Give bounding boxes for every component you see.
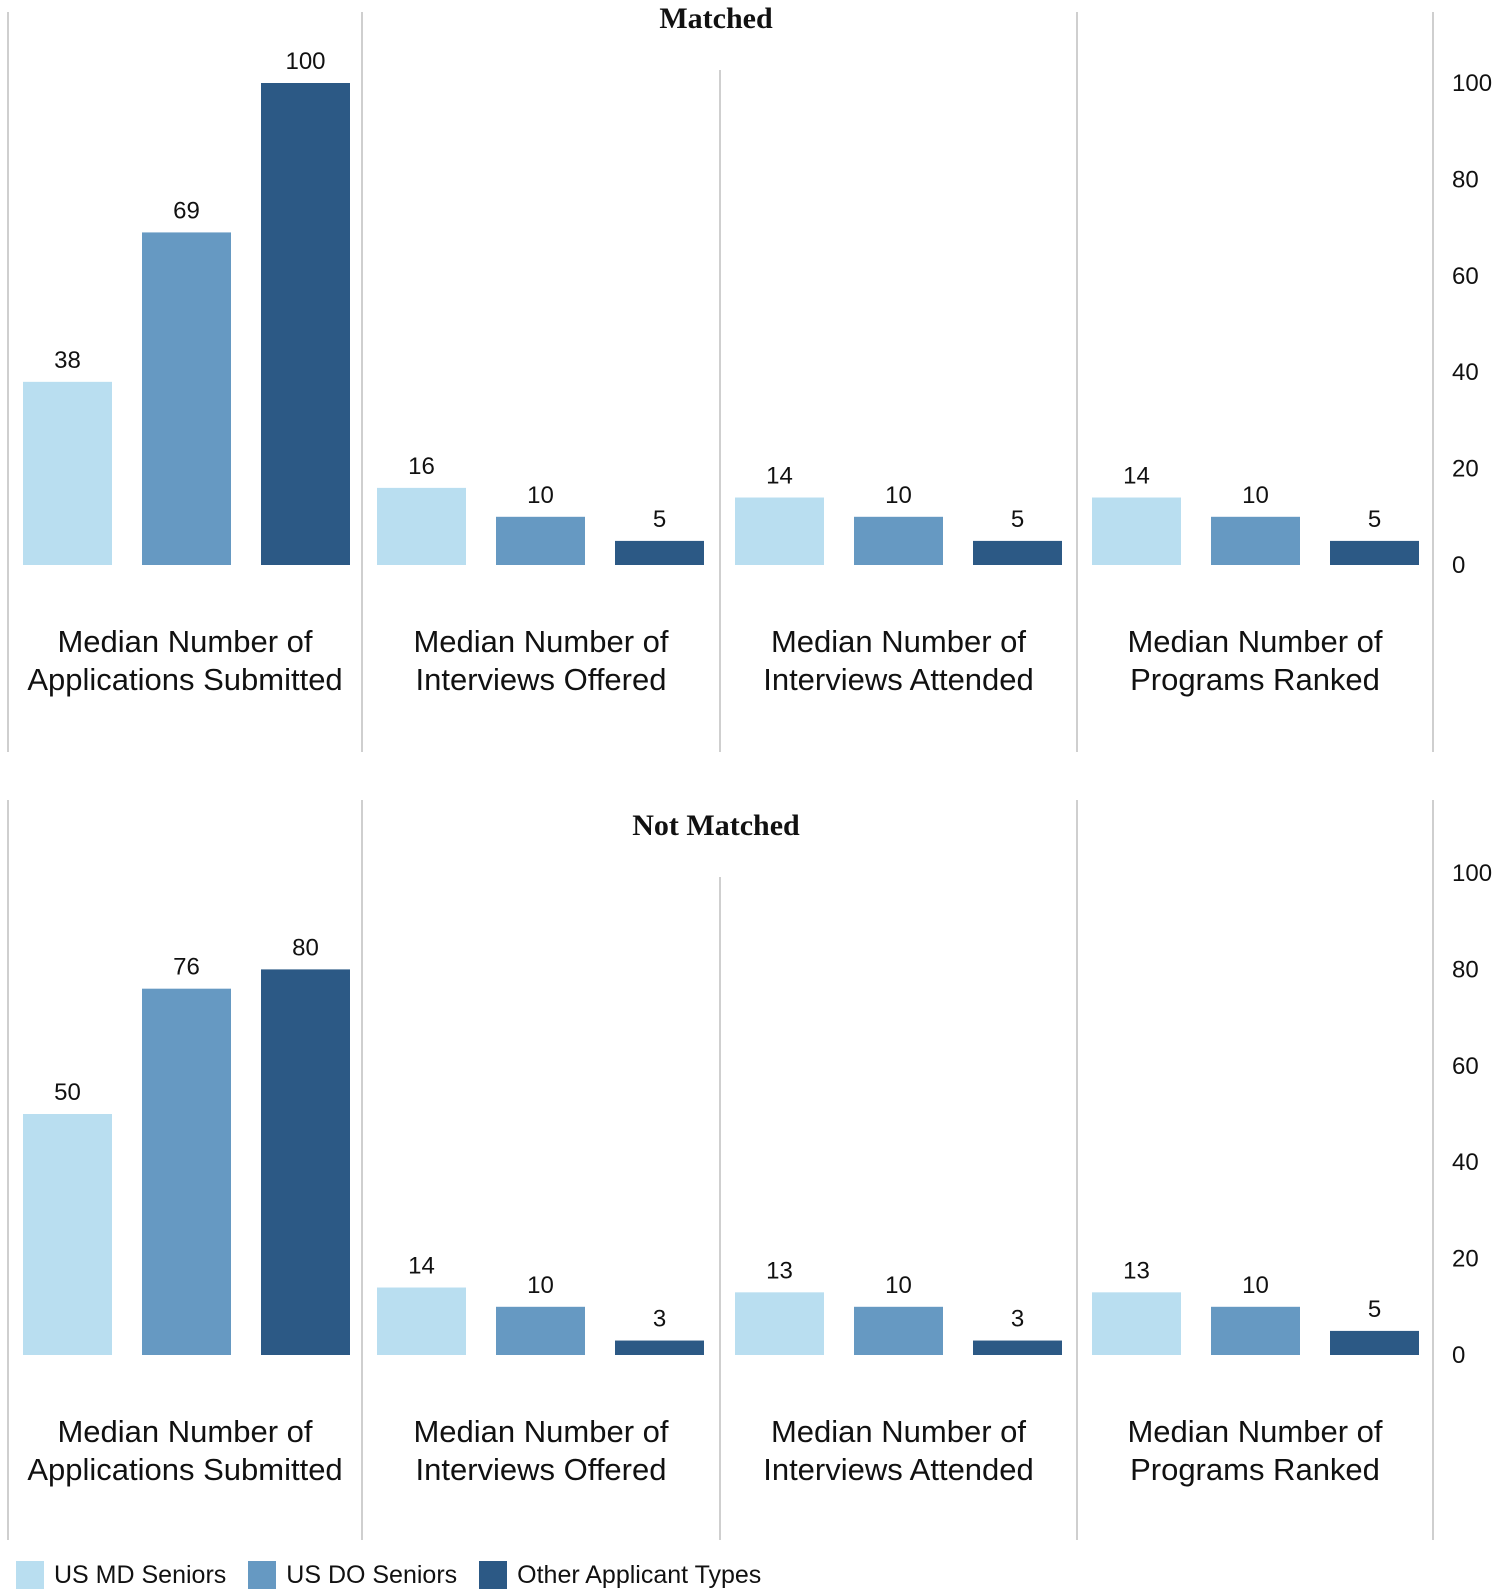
not-matched-median-number-of-programs-ranked-other-applicant-types-value-label: 5 xyxy=(1368,1296,1381,1323)
not-matched-category-label-0-line-1: Applications Submitted xyxy=(27,1452,342,1487)
matched-median-number-of-programs-ranked-us-md-seniors-bar xyxy=(1092,497,1181,565)
matched-ytick-0: 0 xyxy=(1452,552,1465,579)
not-matched-median-number-of-programs-ranked-us-md-seniors-value-label: 13 xyxy=(1123,1257,1150,1284)
matched-median-number-of-interviews-offered-us-do-seniors-bar xyxy=(496,516,585,565)
not-matched-median-number-of-interviews-attended-us-do-seniors-value-label: 10 xyxy=(885,1272,912,1299)
not-matched-median-number-of-interviews-offered-other-applicant-types-value-label: 3 xyxy=(653,1306,666,1333)
legend-swatch-other-applicant-types xyxy=(479,1561,508,1589)
not-matched-median-number-of-interviews-attended-us-md-seniors-bar xyxy=(735,1292,824,1355)
matched-median-number-of-interviews-attended-us-do-seniors-value-label: 10 xyxy=(885,482,912,509)
not-matched-median-number-of-applications-submitted-us-md-seniors-value-label: 50 xyxy=(54,1079,81,1106)
matched-median-number-of-programs-ranked-us-do-seniors-value-label: 10 xyxy=(1242,482,1269,509)
matched-median-number-of-interviews-offered-us-do-seniors-value-label: 10 xyxy=(527,482,554,509)
legend: US MD Seniors US DO Seniors Other Applic… xyxy=(16,1560,783,1590)
not-matched-median-number-of-programs-ranked-us-md-seniors-bar xyxy=(1092,1292,1181,1355)
matched-median-number-of-interviews-offered-other-applicant-types-bar xyxy=(615,540,704,565)
matched-median-number-of-interviews-offered-us-md-seniors-bar xyxy=(377,487,466,565)
matched-median-number-of-interviews-offered-us-md-seniors-value-label: 16 xyxy=(408,453,435,480)
not-matched-category-label-3-line-0: Median Number of xyxy=(1127,1414,1382,1449)
matched-ytick-80: 80 xyxy=(1452,166,1479,193)
matched-ytick-60: 60 xyxy=(1452,263,1479,290)
not-matched-category-label-2-line-1: Interviews Attended xyxy=(763,1452,1034,1487)
not-matched-median-number-of-interviews-offered-us-do-seniors-value-label: 10 xyxy=(527,1272,554,1299)
not-matched-median-number-of-interviews-offered-us-md-seniors-bar xyxy=(377,1287,466,1355)
matched-median-number-of-interviews-attended-us-md-seniors-value-label: 14 xyxy=(766,463,793,490)
not-matched-category-label-1-line-0: Median Number of xyxy=(413,1414,668,1449)
not-matched-category-label-0-line-0: Median Number of xyxy=(57,1414,312,1449)
matched-median-number-of-programs-ranked-other-applicant-types-bar xyxy=(1330,540,1419,565)
legend-label-other-applicant-types: Other Applicant Types xyxy=(517,1560,762,1589)
not-matched-ytick-20: 20 xyxy=(1452,1246,1479,1273)
not-matched-ytick-80: 80 xyxy=(1452,956,1479,983)
matched-median-number-of-applications-submitted-us-do-seniors-bar xyxy=(142,232,231,566)
not-matched-median-number-of-applications-submitted-us-do-seniors-bar xyxy=(142,988,231,1355)
matched-category-label-1-line-1: Interviews Offered xyxy=(416,662,667,697)
matched-category-label-3-line-0: Median Number of xyxy=(1127,624,1382,659)
not-matched-ytick-60: 60 xyxy=(1452,1053,1479,1080)
matched-median-number-of-programs-ranked-us-do-seniors-bar xyxy=(1211,516,1300,565)
matched-median-number-of-interviews-attended-other-applicant-types-value-label: 5 xyxy=(1011,506,1024,533)
matched-ytick-40: 40 xyxy=(1452,359,1479,386)
not-matched-median-number-of-applications-submitted-us-do-seniors-value-label: 76 xyxy=(173,954,200,981)
legend-label-us-do-seniors: US DO Seniors xyxy=(286,1560,458,1589)
legend-item-us-md-seniors: US MD Seniors xyxy=(16,1561,226,1590)
matched-category-label-1-line-0: Median Number of xyxy=(413,624,668,659)
matched-median-number-of-programs-ranked-other-applicant-types-value-label: 5 xyxy=(1368,506,1381,533)
matched-median-number-of-applications-submitted-us-md-seniors-bar xyxy=(23,381,112,565)
matched-median-number-of-interviews-attended-us-do-seniors-bar xyxy=(854,516,943,565)
matched-median-number-of-applications-submitted-us-md-seniors-value-label: 38 xyxy=(54,347,81,374)
matched-panel-title: Matched xyxy=(659,2,773,35)
not-matched-median-number-of-programs-ranked-us-do-seniors-value-label: 10 xyxy=(1242,1272,1269,1299)
not-matched-median-number-of-interviews-attended-other-applicant-types-value-label: 3 xyxy=(1011,1306,1024,1333)
matched-median-number-of-applications-submitted-other-applicant-types-value-label: 100 xyxy=(285,48,325,75)
not-matched-ytick-40: 40 xyxy=(1452,1149,1479,1176)
matched-median-number-of-applications-submitted-us-do-seniors-value-label: 69 xyxy=(173,197,200,224)
legend-item-us-do-seniors: US DO Seniors xyxy=(248,1561,457,1590)
not-matched-median-number-of-interviews-offered-us-md-seniors-value-label: 14 xyxy=(408,1253,435,1280)
matched-category-label-2-line-1: Interviews Attended xyxy=(763,662,1034,697)
not-matched-median-number-of-interviews-offered-us-do-seniors-bar xyxy=(496,1306,585,1355)
matched-category-label-0-line-0: Median Number of xyxy=(57,624,312,659)
legend-item-other-applicant-types: Other Applicant Types xyxy=(479,1561,761,1590)
not-matched-median-number-of-programs-ranked-other-applicant-types-bar xyxy=(1330,1330,1419,1355)
matched-median-number-of-programs-ranked-us-md-seniors-value-label: 14 xyxy=(1123,463,1150,490)
not-matched-ytick-100: 100 xyxy=(1452,860,1492,887)
not-matched-panel-title: Not Matched xyxy=(632,809,800,842)
not-matched-category-label-3-line-1: Programs Ranked xyxy=(1130,1452,1380,1487)
not-matched-median-number-of-interviews-attended-other-applicant-types-bar xyxy=(973,1340,1062,1355)
not-matched-median-number-of-applications-submitted-us-md-seniors-bar xyxy=(23,1114,112,1355)
not-matched-median-number-of-interviews-attended-us-do-seniors-bar xyxy=(854,1306,943,1355)
matched-median-number-of-applications-submitted-other-applicant-types-bar xyxy=(261,83,350,565)
not-matched-median-number-of-interviews-attended-us-md-seniors-value-label: 13 xyxy=(766,1257,793,1284)
matched-median-number-of-interviews-attended-us-md-seniors-bar xyxy=(735,497,824,565)
not-matched-category-label-1-line-1: Interviews Offered xyxy=(416,1452,667,1487)
legend-swatch-us-md-seniors xyxy=(16,1561,44,1589)
not-matched-median-number-of-interviews-offered-other-applicant-types-bar xyxy=(615,1340,704,1355)
legend-swatch-us-do-seniors xyxy=(248,1561,277,1589)
matched-median-number-of-interviews-attended-other-applicant-types-bar xyxy=(973,540,1062,565)
not-matched-category-label-2-line-0: Median Number of xyxy=(771,1414,1026,1449)
matched-median-number-of-interviews-offered-other-applicant-types-value-label: 5 xyxy=(653,506,666,533)
matched-category-label-0-line-1: Applications Submitted xyxy=(27,662,342,697)
matched-category-label-3-line-1: Programs Ranked xyxy=(1130,662,1380,697)
not-matched-median-number-of-applications-submitted-other-applicant-types-bar xyxy=(261,969,350,1355)
not-matched-median-number-of-applications-submitted-other-applicant-types-value-label: 80 xyxy=(292,934,319,961)
matched-ytick-20: 20 xyxy=(1452,456,1479,483)
legend-label-us-md-seniors: US MD Seniors xyxy=(54,1560,227,1589)
matched-category-label-2-line-0: Median Number of xyxy=(771,624,1026,659)
matched-ytick-100: 100 xyxy=(1452,70,1492,97)
not-matched-ytick-0: 0 xyxy=(1452,1342,1465,1369)
not-matched-median-number-of-programs-ranked-us-do-seniors-bar xyxy=(1211,1306,1300,1355)
